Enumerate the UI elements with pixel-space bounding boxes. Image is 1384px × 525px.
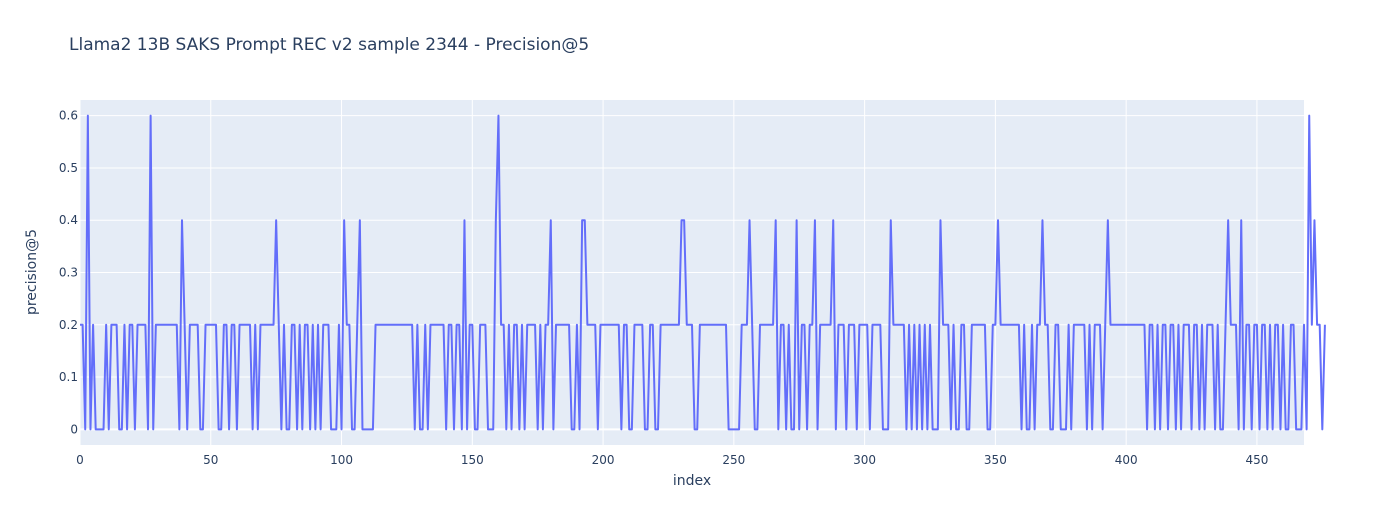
series-layer bbox=[80, 114, 1326, 431]
y-axis-title: precision@5 bbox=[24, 229, 40, 315]
series-line-0 bbox=[80, 114, 1326, 431]
x-tick-label: 0 bbox=[76, 453, 84, 467]
y-tick-label: 0.1 bbox=[59, 370, 78, 384]
chart-title: Llama2 13B SAKS Prompt REC v2 sample 234… bbox=[69, 35, 589, 55]
y-tick-label: 0.5 bbox=[59, 161, 78, 175]
y-tick-label: 0 bbox=[70, 422, 78, 436]
x-tick-label: 450 bbox=[1245, 453, 1268, 467]
x-tick-label: 400 bbox=[1115, 453, 1138, 467]
x-tick-label: 300 bbox=[853, 453, 876, 467]
x-axis-title: index bbox=[673, 473, 711, 489]
y-tick-label: 0.3 bbox=[59, 266, 78, 280]
x-tick-label: 100 bbox=[330, 453, 353, 467]
x-tick-label: 50 bbox=[203, 453, 218, 467]
x-tick-label: 150 bbox=[461, 453, 484, 467]
x-tick-label: 350 bbox=[984, 453, 1007, 467]
y-tick-label: 0.4 bbox=[59, 213, 78, 227]
x-axis-ticks: 0 50 100 150 200 250 300 350 400 450 bbox=[76, 453, 1268, 467]
y-tick-label: 0.6 bbox=[59, 109, 78, 123]
x-tick-label: 200 bbox=[592, 453, 615, 467]
y-tick-label: 0.2 bbox=[59, 318, 78, 332]
x-tick-label: 250 bbox=[722, 453, 745, 467]
y-axis-ticks: 0 0.1 0.2 0.3 0.4 0.5 0.6 bbox=[59, 109, 78, 437]
